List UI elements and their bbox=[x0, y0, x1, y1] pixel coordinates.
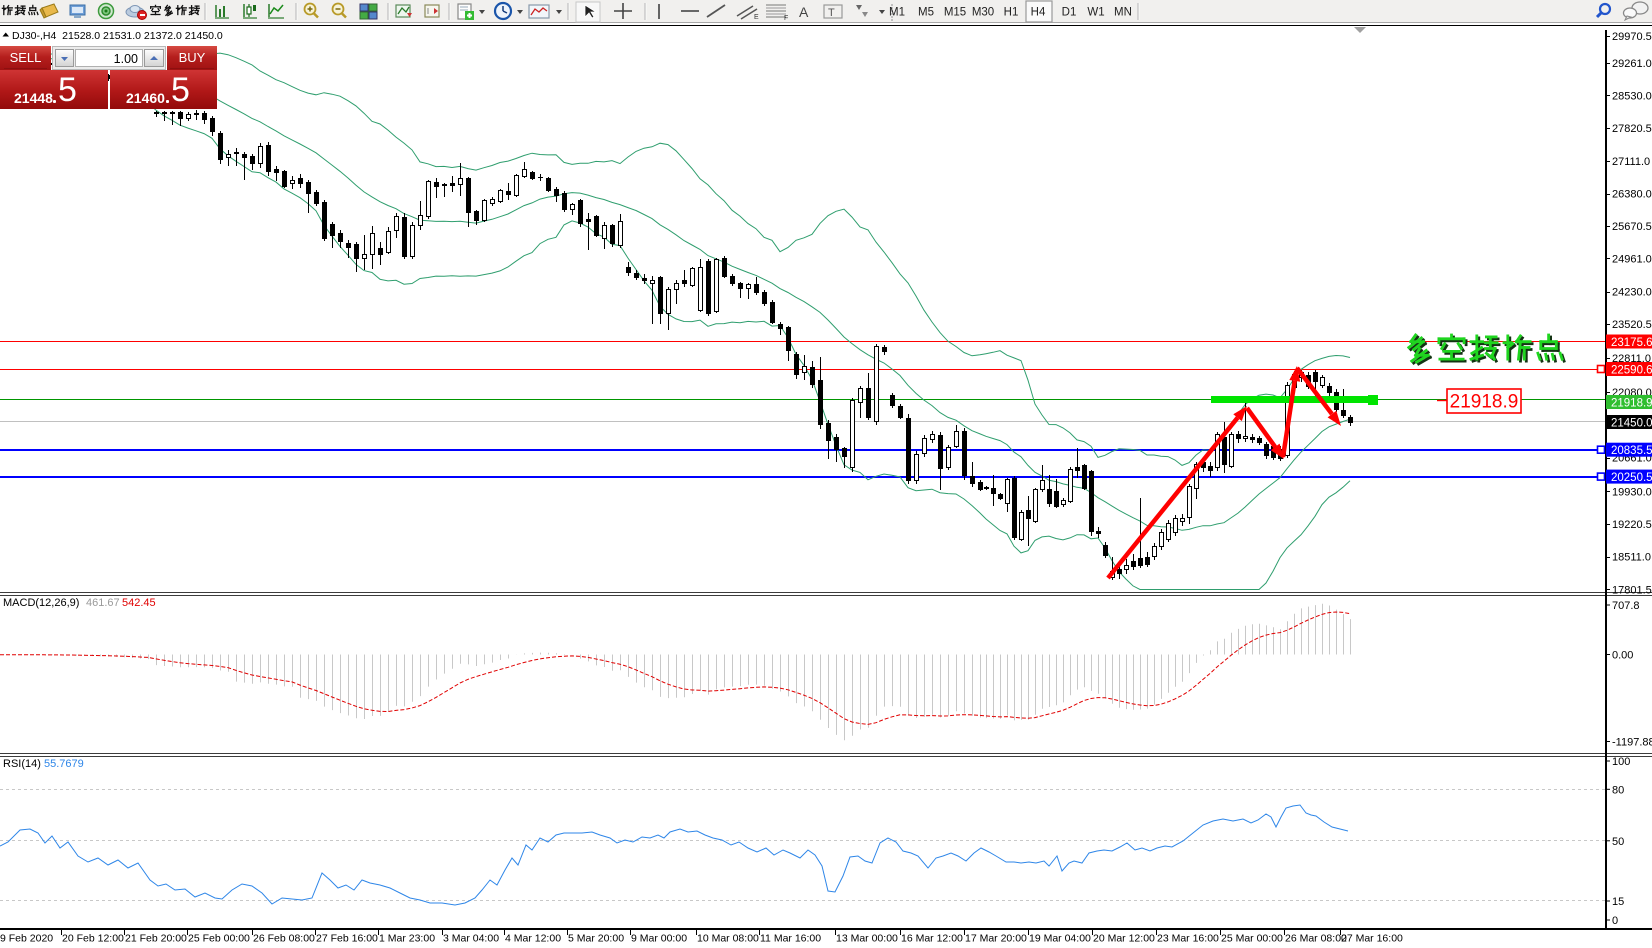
svg-text:T: T bbox=[828, 7, 835, 19]
svg-text:542.45: 542.45 bbox=[122, 597, 156, 609]
svg-text:20 Feb 12:00: 20 Feb 12:00 bbox=[62, 933, 124, 945]
svg-text:80: 80 bbox=[1612, 784, 1624, 796]
svg-text:F: F bbox=[784, 15, 788, 22]
svg-text:707.8: 707.8 bbox=[1612, 600, 1640, 612]
svg-text:20250.5: 20250.5 bbox=[1611, 472, 1652, 484]
svg-text:1 Mar 23:00: 1 Mar 23:00 bbox=[379, 933, 435, 945]
svg-text:0.00: 0.00 bbox=[1612, 650, 1633, 662]
svg-text:27 Mar 16:00: 27 Mar 16:00 bbox=[1341, 933, 1403, 945]
svg-text:25 Mar 00:00: 25 Mar 00:00 bbox=[1221, 933, 1283, 945]
svg-text:23 Mar 16:00: 23 Mar 16:00 bbox=[1157, 933, 1219, 945]
svg-text:13 Mar 00:00: 13 Mar 00:00 bbox=[836, 933, 898, 945]
svg-text:20 Mar 12:00: 20 Mar 12:00 bbox=[1093, 933, 1155, 945]
svg-text:21918.9: 21918.9 bbox=[1450, 392, 1519, 413]
svg-text:H1: H1 bbox=[1004, 7, 1019, 19]
svg-text:16 Mar 12:00: 16 Mar 12:00 bbox=[901, 933, 963, 945]
svg-text:24961.0: 24961.0 bbox=[1612, 253, 1652, 265]
svg-text:4 Mar 12:00: 4 Mar 12:00 bbox=[505, 933, 561, 945]
svg-text:26 Mar 08:00: 26 Mar 08:00 bbox=[1285, 933, 1347, 945]
svg-text:21 Feb 20:00: 21 Feb 20:00 bbox=[125, 933, 187, 945]
svg-text:19220.5: 19220.5 bbox=[1612, 519, 1652, 531]
svg-text:11 Mar 16:00: 11 Mar 16:00 bbox=[760, 933, 821, 945]
svg-text:MN: MN bbox=[1114, 7, 1132, 19]
svg-text:100: 100 bbox=[1612, 756, 1630, 768]
svg-text:9 Mar 00:00: 9 Mar 00:00 bbox=[631, 933, 687, 945]
svg-text:5 Mar 20:00: 5 Mar 20:00 bbox=[568, 933, 624, 945]
svg-text:27820.5: 27820.5 bbox=[1612, 123, 1652, 135]
svg-text:29261.0: 29261.0 bbox=[1612, 58, 1652, 70]
svg-text:20835.5: 20835.5 bbox=[1611, 445, 1652, 457]
svg-text:25670.5: 25670.5 bbox=[1612, 221, 1652, 233]
svg-text:23520.5: 23520.5 bbox=[1612, 319, 1652, 331]
svg-text:17 Mar 20:00: 17 Mar 20:00 bbox=[965, 933, 1027, 945]
svg-text:RSI(14): RSI(14) bbox=[3, 758, 41, 770]
svg-text:23175.6: 23175.6 bbox=[1611, 337, 1652, 349]
svg-text:21918.9: 21918.9 bbox=[1611, 398, 1652, 410]
svg-text:H4: H4 bbox=[1031, 7, 1046, 19]
svg-text:26 Feb 08:00: 26 Feb 08:00 bbox=[253, 933, 315, 945]
svg-text:0: 0 bbox=[1612, 915, 1618, 927]
svg-text:26380.0: 26380.0 bbox=[1612, 189, 1652, 201]
svg-text:M1: M1 bbox=[889, 7, 905, 19]
svg-text:19930.0: 19930.0 bbox=[1612, 486, 1652, 498]
svg-text:M5: M5 bbox=[918, 7, 934, 19]
svg-text:E: E bbox=[754, 14, 759, 21]
svg-text:18511.0: 18511.0 bbox=[1612, 552, 1651, 564]
svg-text:D1: D1 bbox=[1062, 7, 1077, 19]
svg-text:10 Mar 08:00: 10 Mar 08:00 bbox=[697, 933, 759, 945]
svg-text:461.67: 461.67 bbox=[86, 597, 120, 609]
svg-text:M15: M15 bbox=[944, 7, 966, 19]
svg-text:15: 15 bbox=[1612, 896, 1624, 908]
svg-text:50: 50 bbox=[1612, 836, 1624, 848]
svg-text:28530.0: 28530.0 bbox=[1612, 90, 1652, 102]
svg-text:-1197.88: -1197.88 bbox=[1612, 737, 1652, 749]
svg-text:17801.5: 17801.5 bbox=[1612, 584, 1652, 596]
svg-text:24230.0: 24230.0 bbox=[1612, 287, 1652, 299]
svg-text:19 Mar 04:00: 19 Mar 04:00 bbox=[1029, 933, 1091, 945]
svg-text:55.7679: 55.7679 bbox=[44, 758, 84, 770]
svg-text:9 Feb 2020: 9 Feb 2020 bbox=[0, 933, 53, 945]
svg-text:27111.0: 27111.0 bbox=[1612, 156, 1650, 168]
svg-text:21450.0: 21450.0 bbox=[1611, 418, 1652, 430]
svg-text:3 Mar 04:00: 3 Mar 04:00 bbox=[443, 933, 499, 945]
svg-text:22590.6: 22590.6 bbox=[1611, 365, 1652, 377]
svg-text:27 Feb 16:00: 27 Feb 16:00 bbox=[316, 933, 378, 945]
svg-text:M30: M30 bbox=[972, 7, 994, 19]
svg-text:25 Feb 00:00: 25 Feb 00:00 bbox=[188, 933, 250, 945]
svg-text:A: A bbox=[799, 4, 809, 20]
svg-text:29970.5: 29970.5 bbox=[1612, 31, 1652, 43]
svg-text:W1: W1 bbox=[1087, 7, 1104, 19]
svg-text:MACD(12,26,9): MACD(12,26,9) bbox=[3, 597, 79, 609]
